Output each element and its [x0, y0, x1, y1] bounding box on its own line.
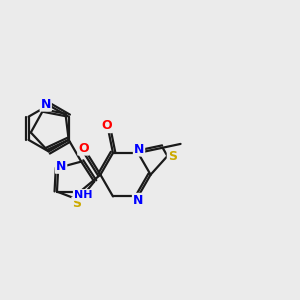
Text: NH: NH: [74, 190, 92, 200]
Text: N: N: [56, 160, 66, 173]
Text: S: S: [168, 149, 177, 163]
Text: N: N: [134, 142, 144, 156]
Text: O: O: [101, 119, 112, 132]
Text: O: O: [78, 142, 89, 154]
Text: N: N: [133, 194, 143, 207]
Text: N: N: [40, 98, 51, 111]
Text: S: S: [72, 197, 81, 211]
